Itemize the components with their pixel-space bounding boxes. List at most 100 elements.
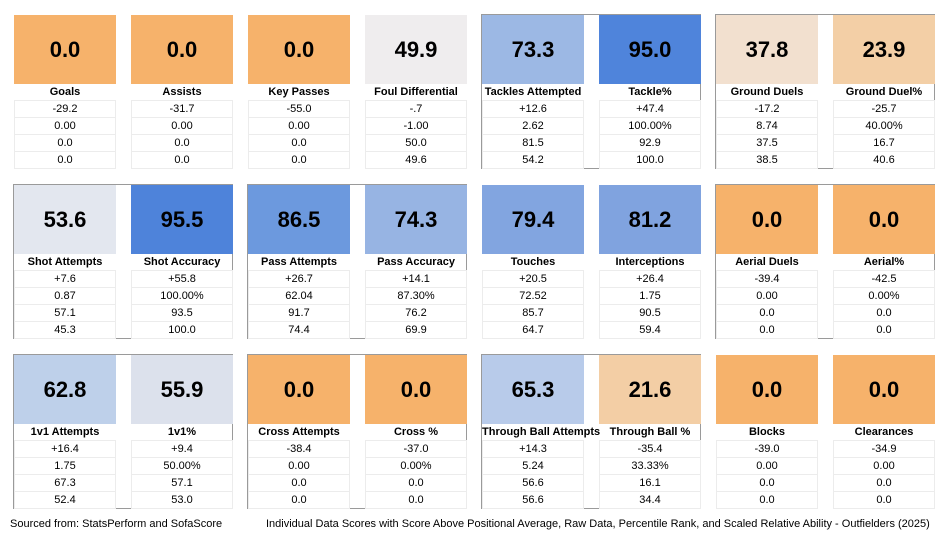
raw-data-cell: 0.00	[131, 117, 233, 134]
percentile-cell: 0.0	[365, 474, 467, 491]
above-average-cell: +12.6	[482, 100, 584, 117]
score-box: 95.5	[131, 185, 233, 254]
raw-data-cell: 0.00%	[833, 287, 935, 304]
metric-card: 79.4 Touches +20.5 72.52 85.7 64.7	[482, 185, 584, 339]
above-average-cell: -.7	[365, 100, 467, 117]
score-box: 0.0	[833, 355, 935, 424]
percentile-cell: 0.0	[716, 474, 818, 491]
raw-data-cell: 33.33%	[599, 457, 701, 474]
percentile-cell: 57.1	[14, 304, 116, 321]
metric-label: Cross Attempts	[258, 426, 340, 438]
raw-data-cell: 0.00%	[365, 457, 467, 474]
stats-table: -39.4 0.00 0.0 0.0	[716, 270, 818, 339]
percentile-cell: 0.0	[833, 304, 935, 321]
stats-table: -55.0 0.00 0.0 0.0	[248, 100, 350, 169]
stats-table: +26.4 1.75 90.5 59.4	[599, 270, 701, 339]
raw-data-cell: 0.00	[716, 287, 818, 304]
percentile-cell: 90.5	[599, 304, 701, 321]
metric-label: 1v1%	[167, 426, 197, 438]
above-average-cell: -35.4	[599, 440, 701, 457]
metric-label: Aerial%	[863, 256, 905, 268]
scaled-ability-cell: 40.6	[833, 151, 935, 169]
metric-label: Aerial Duels	[735, 256, 799, 268]
metric-group-border	[247, 184, 467, 339]
score-box: 0.0	[716, 355, 818, 424]
percentile-cell: 50.0	[365, 134, 467, 151]
scaled-ability-cell: 34.4	[599, 491, 701, 509]
metric-label: Shot Attempts	[27, 256, 103, 268]
metric-card: 53.6 Shot Attempts +7.6 0.87 57.1 45.3	[14, 185, 116, 339]
above-average-cell: -29.2	[14, 100, 116, 117]
metric-label: 1v1 Attempts	[30, 426, 100, 438]
metric-card: 0.0 Assists -31.7 0.00 0.0 0.0	[131, 15, 233, 169]
percentile-cell: 16.1	[599, 474, 701, 491]
score-box: 62.8	[14, 355, 116, 424]
metric-group-border	[481, 354, 701, 509]
scaled-ability-cell: 52.4	[14, 491, 116, 509]
metric-card: 0.0 Goals -29.2 0.00 0.0 0.0	[14, 15, 116, 169]
percentile-cell: 37.5	[716, 134, 818, 151]
stats-table: -.7 -1.00 50.0 49.6	[365, 100, 467, 169]
metric-card: 62.8 1v1 Attempts +16.4 1.75 67.3 52.4	[14, 355, 116, 509]
stats-table: -34.9 0.00 0.0 0.0	[833, 440, 935, 509]
above-average-cell: +26.4	[599, 270, 701, 287]
score-box: 23.9	[833, 15, 935, 84]
metric-label: Shot Accuracy	[143, 256, 221, 268]
percentile-cell: 57.1	[131, 474, 233, 491]
stats-table: -25.7 40.00% 16.7 40.6	[833, 100, 935, 169]
stats-table: +14.1 87.30% 76.2 69.9	[365, 270, 467, 339]
scaled-ability-cell: 69.9	[365, 321, 467, 339]
scaled-ability-cell: 0.0	[365, 491, 467, 509]
percentile-cell: 67.3	[14, 474, 116, 491]
above-average-cell: -39.4	[716, 270, 818, 287]
above-average-cell: -25.7	[833, 100, 935, 117]
score-box: 0.0	[716, 185, 818, 254]
scaled-ability-cell: 59.4	[599, 321, 701, 339]
metric-card: 49.9 Foul Differential -.7 -1.00 50.0 49.6	[365, 15, 467, 169]
scaled-ability-cell: 49.6	[365, 151, 467, 169]
raw-data-cell: 5.24	[482, 457, 584, 474]
percentile-cell: 16.7	[833, 134, 935, 151]
scaled-ability-cell: 0.0	[248, 151, 350, 169]
stats-table: +55.8 100.00% 93.5 100.0	[131, 270, 233, 339]
above-average-cell: -55.0	[248, 100, 350, 117]
stats-table: -39.0 0.00 0.0 0.0	[716, 440, 818, 509]
score-box: 95.0	[599, 15, 701, 84]
metric-label: Interceptions	[615, 256, 685, 268]
score-box: 0.0	[248, 15, 350, 84]
metric-card: 0.0 Clearances -34.9 0.00 0.0 0.0	[833, 355, 935, 509]
source-note: Sourced from: StatsPerform and SofaScore	[10, 518, 223, 530]
above-average-cell: +20.5	[482, 270, 584, 287]
raw-data-cell: 0.00	[716, 457, 818, 474]
raw-data-cell: 40.00%	[833, 117, 935, 134]
above-average-cell: +16.4	[14, 440, 116, 457]
raw-data-cell: 100.00%	[599, 117, 701, 134]
raw-data-cell: 1.75	[14, 457, 116, 474]
above-average-cell: -34.9	[833, 440, 935, 457]
score-box: 21.6	[599, 355, 701, 424]
metric-card: 21.6 Through Ball % -35.4 33.33% 16.1 34.4	[599, 355, 701, 509]
metric-card: 86.5 Pass Attempts +26.7 62.04 91.7 74.4	[248, 185, 350, 339]
raw-data-cell: 1.75	[599, 287, 701, 304]
score-box: 74.3	[365, 185, 467, 254]
metric-label: Touches	[510, 256, 556, 268]
metric-label: Cross %	[393, 426, 439, 438]
score-box: 0.0	[14, 15, 116, 84]
metric-card: 0.0 Cross Attempts -38.4 0.00 0.0 0.0	[248, 355, 350, 509]
percentile-cell: 0.0	[833, 474, 935, 491]
stats-table: -29.2 0.00 0.0 0.0	[14, 100, 116, 169]
percentile-cell: 0.0	[131, 134, 233, 151]
metric-label: Pass Attempts	[260, 256, 337, 268]
score-box: 79.4	[482, 185, 584, 254]
stats-table: +20.5 72.52 85.7 64.7	[482, 270, 584, 339]
above-average-cell: -31.7	[131, 100, 233, 117]
raw-data-cell: 0.00	[248, 117, 350, 134]
caption: Individual Data Scores with Score Above …	[266, 518, 930, 530]
metric-card: 0.0 Key Passes -55.0 0.00 0.0 0.0	[248, 15, 350, 169]
raw-data-cell: 0.87	[14, 287, 116, 304]
scaled-ability-cell: 54.2	[482, 151, 584, 169]
metric-card: 65.3 Through Ball Attempts +14.3 5.24 56.6 56…	[482, 355, 601, 509]
above-average-cell: -38.4	[248, 440, 350, 457]
metric-label: Through Ball Attempts	[482, 426, 601, 438]
above-average-cell: -37.0	[365, 440, 467, 457]
